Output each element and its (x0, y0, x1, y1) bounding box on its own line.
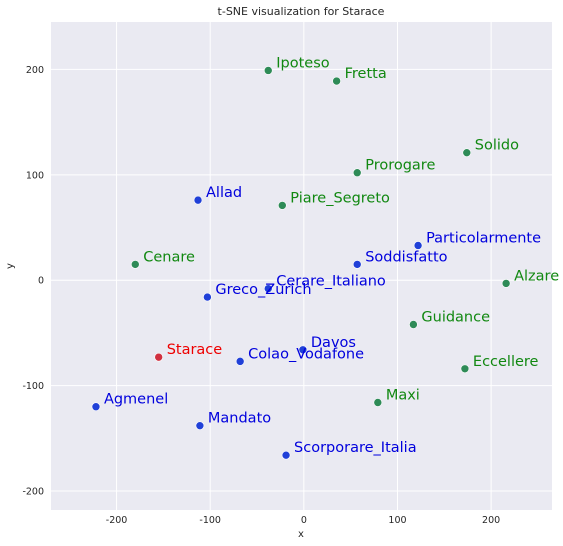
point-label: Eccellere (473, 354, 539, 370)
data-point (501, 279, 511, 288)
point-label: Allad (206, 185, 242, 201)
x-tick-label: 0 (301, 515, 307, 526)
data-points (91, 66, 511, 460)
data-point (195, 421, 205, 430)
x-tick-label: 100 (388, 515, 406, 526)
y-tick-label: 100 (26, 170, 44, 181)
point-label: Piare_Segreto (290, 190, 390, 206)
point-label: Cenare (143, 249, 195, 265)
data-point (352, 260, 362, 269)
point-label: Davos (311, 335, 356, 351)
point-label: Colao_Vodafone (248, 346, 364, 362)
data-point (462, 148, 472, 157)
data-point (278, 201, 287, 210)
point-label: Particolarmente (426, 230, 541, 246)
point-label: Cerare_Italiano (276, 274, 386, 290)
chart-title: t-SNE visualization for Starace (218, 5, 385, 18)
y-tick-label: -200 (22, 487, 44, 498)
point-label: Guidance (421, 309, 490, 325)
x-tick-label: -100 (199, 515, 221, 526)
data-point (263, 66, 273, 75)
plot-area (51, 22, 552, 510)
data-point (130, 260, 140, 269)
point-label: Maxi (386, 387, 420, 403)
y-tick-label: -100 (22, 381, 44, 392)
y-axis-label: y (5, 263, 16, 269)
y-gridlines (51, 68, 552, 492)
data-point (203, 292, 212, 302)
data-point (281, 450, 291, 460)
x-gridlines (116, 22, 492, 510)
point-label: Soddisfatto (365, 249, 447, 265)
y-tick-label: 200 (26, 65, 44, 76)
data-point (298, 345, 308, 355)
point-label: Agmenel (104, 392, 168, 408)
point-label: Prorogare (365, 158, 435, 174)
data-point (409, 320, 418, 329)
point-label: Greco_Zurich (215, 282, 311, 298)
y-tick-labels: -200 -100 0 100 200 (22, 65, 44, 498)
point-label: Starace (167, 342, 223, 358)
data-point (154, 352, 163, 362)
data-point (352, 168, 362, 178)
point-labels: Ipoteso Fretta Solido Prorogare Allad Piare_S… (104, 55, 559, 456)
x-tick-label: 200 (482, 515, 500, 526)
x-axis-label: x (298, 529, 304, 540)
data-point (263, 284, 273, 293)
data-point (413, 241, 423, 250)
data-point (235, 357, 245, 366)
y-tick-label: 0 (38, 276, 44, 287)
point-label: Mandato (208, 411, 271, 427)
data-point (460, 364, 470, 374)
x-tick-labels: -200 -100 0 100 200 (106, 515, 500, 526)
data-point (332, 76, 341, 86)
x-tick-label: -200 (106, 515, 128, 526)
data-point (373, 398, 383, 407)
point-label: Solido (475, 138, 519, 154)
point-label: Fretta (345, 66, 387, 82)
data-point (91, 402, 101, 412)
point-label: Ipoteso (276, 55, 330, 71)
point-label: Scorporare_Italia (294, 440, 417, 456)
data-point (193, 195, 203, 205)
point-label: Alzare (514, 268, 559, 284)
